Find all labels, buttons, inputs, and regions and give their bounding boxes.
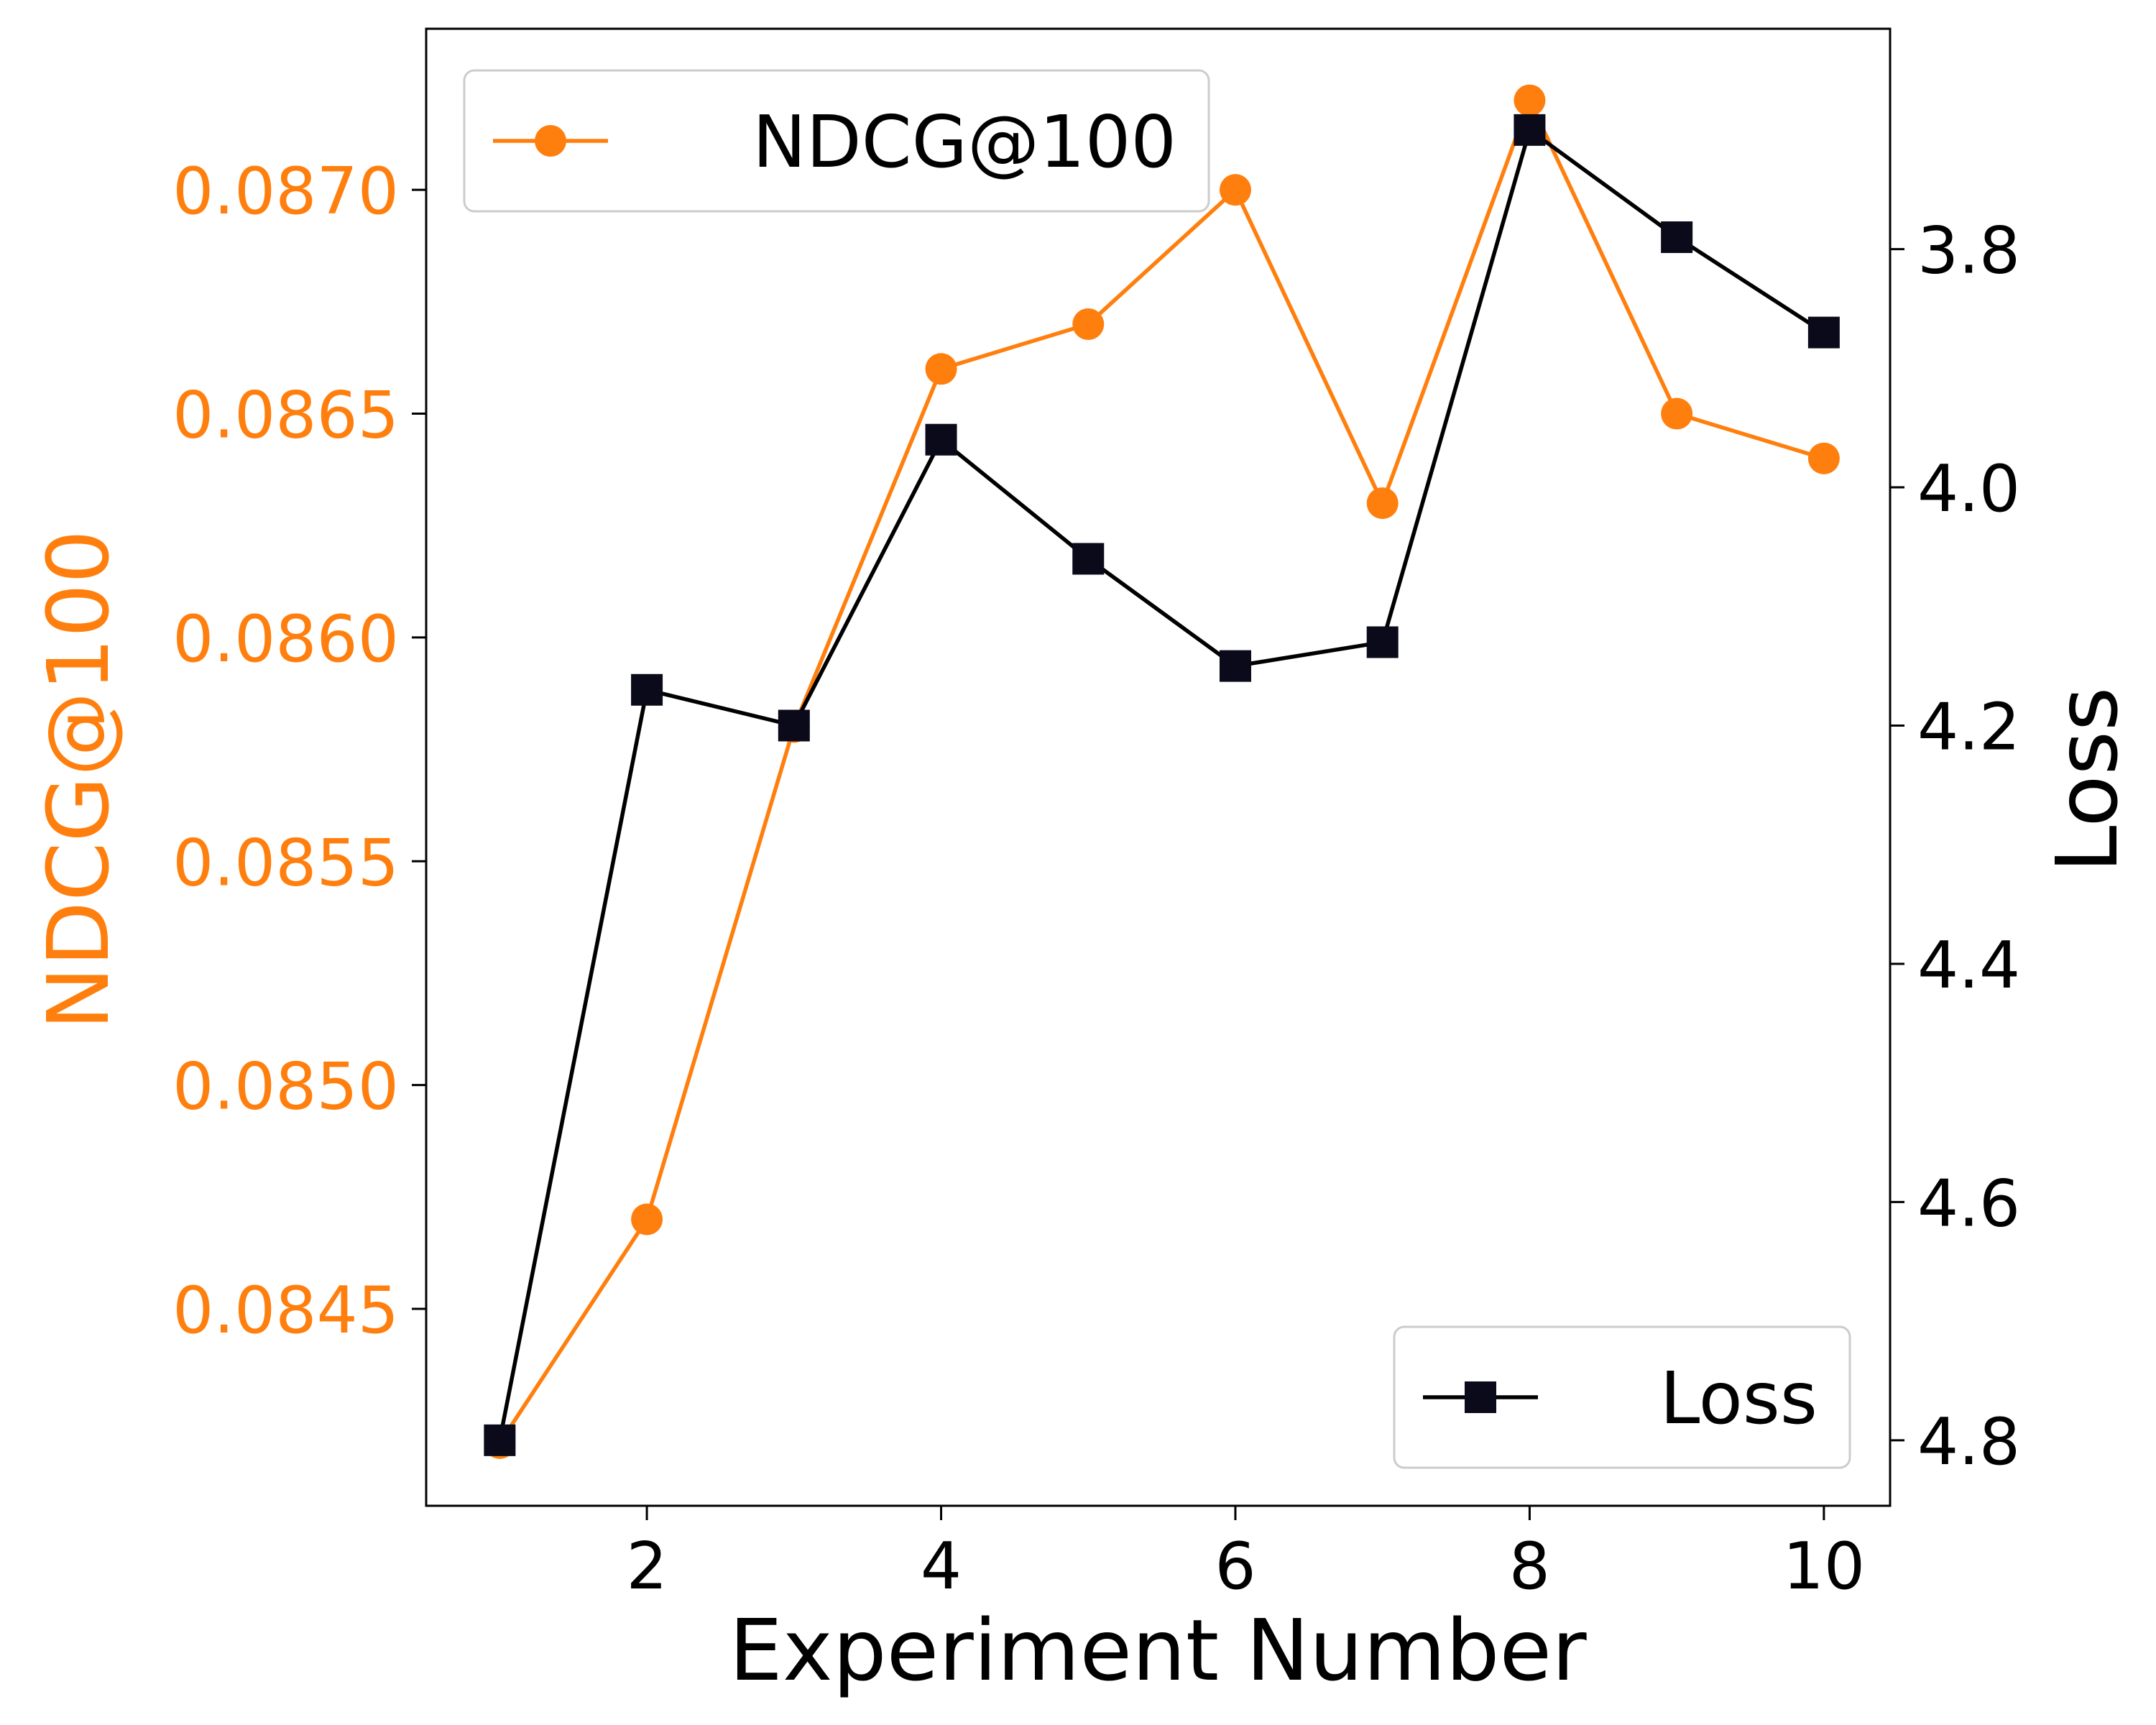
ndcg-100-data-point xyxy=(1219,174,1251,206)
left-y-axis-label: NDCG@100 xyxy=(29,530,128,1030)
legend-ndcg-100: NDCG@100 xyxy=(463,69,1210,213)
ndcg-100-data-point xyxy=(1072,308,1105,340)
right-y-tick-label: 4.8 xyxy=(1917,1404,2020,1480)
right-y-tick-label: 4.0 xyxy=(1917,451,2020,527)
ndcg-100-data-point xyxy=(1807,442,1840,474)
loss-data-point xyxy=(1807,316,1840,349)
left-y-tick-label: 0.0850 xyxy=(172,1049,399,1125)
left-y-tick-label: 0.0870 xyxy=(172,154,399,229)
ndcg-100-data-point xyxy=(631,1203,663,1236)
ndcg-100-data-point xyxy=(1366,487,1399,520)
loss-data-point xyxy=(631,673,663,706)
left-y-tick-label: 0.0860 xyxy=(172,602,399,677)
legend-marker-swatch xyxy=(535,125,566,157)
left-y-tick-label: 0.0855 xyxy=(172,825,399,901)
loss-data-point xyxy=(1072,543,1105,575)
x-axis-label: Experiment Number xyxy=(729,1601,1587,1700)
x-tick-label: 6 xyxy=(1215,1529,1256,1604)
legend-box xyxy=(1393,1325,1851,1469)
left-y-tick-label: 0.0845 xyxy=(172,1273,399,1348)
plot-area xyxy=(484,84,1840,1459)
ndcg-100-data-point xyxy=(1514,84,1546,116)
loss-data-point xyxy=(1661,221,1693,254)
right-y-axis-label: Loss xyxy=(2037,687,2137,873)
plot-frame xyxy=(425,27,1892,1507)
legend-label: NDCG@100 xyxy=(752,100,1176,184)
loss-data-point xyxy=(925,423,957,456)
loss-data-point xyxy=(1366,626,1399,658)
x-tick-label: 10 xyxy=(1783,1529,1866,1604)
legend-box xyxy=(463,69,1210,213)
loss-data-point xyxy=(1219,650,1251,682)
x-tick-label: 4 xyxy=(921,1529,962,1604)
legend-marker-swatch xyxy=(1465,1381,1496,1413)
ndcg-100-data-point xyxy=(1661,397,1693,430)
left-y-tick-label: 0.0865 xyxy=(172,378,399,454)
legend-label: Loss xyxy=(1660,1356,1818,1440)
axes: 2 4 6 8 10 0.0845 0.0850 0.0855 0.0860 0.0865 0.08… xyxy=(172,154,2020,1604)
loss-data-point xyxy=(778,709,810,742)
ndcg-100-series-line xyxy=(498,98,1825,1445)
right-y-tick-label: 4.6 xyxy=(1917,1166,2020,1241)
right-y-tick-label: 4.2 xyxy=(1917,689,2020,765)
loss-series-line xyxy=(497,128,1825,1441)
loss-data-point xyxy=(484,1424,516,1456)
x-tick-label: 8 xyxy=(1509,1529,1550,1604)
right-y-tick-label: 4.4 xyxy=(1917,928,2020,1003)
right-y-tick-label: 3.8 xyxy=(1917,213,2020,289)
legend-loss: Loss xyxy=(1393,1325,1851,1469)
legends: NDCG@100 Loss xyxy=(463,69,1851,1469)
loss-data-point xyxy=(1514,114,1546,146)
x-tick-label: 2 xyxy=(626,1529,667,1604)
ndcg-100-data-point xyxy=(925,353,957,385)
